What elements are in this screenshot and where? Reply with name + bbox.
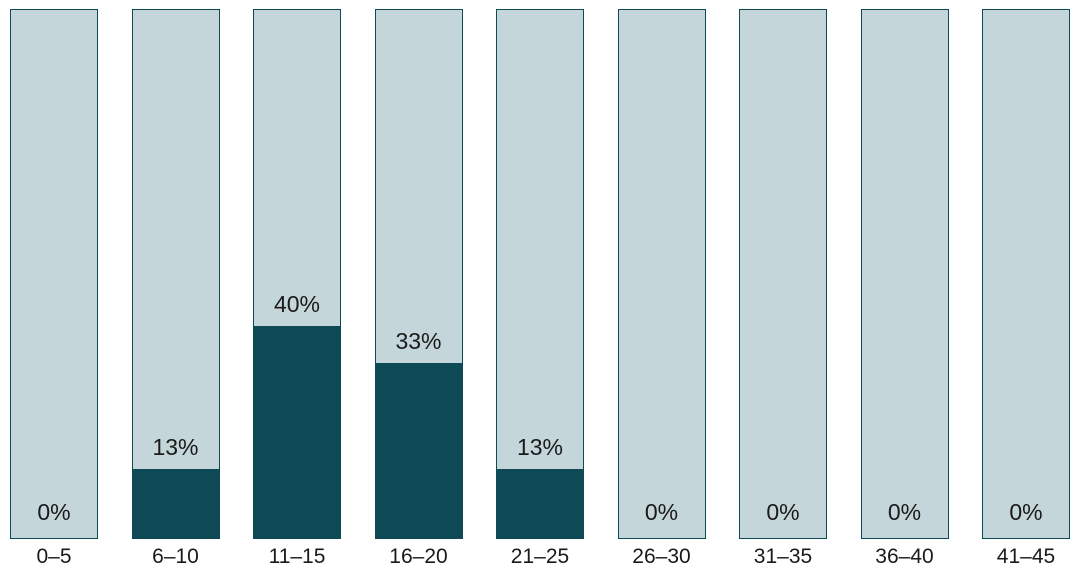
x-axis-label: 41–45: [997, 545, 1055, 569]
bar-column: 0% 41–45: [982, 9, 1070, 569]
x-axis-label: 0–5: [36, 545, 71, 569]
x-axis-label: 36–40: [875, 545, 933, 569]
bar-fill: [254, 326, 340, 538]
bar-value-label: 13%: [497, 434, 583, 461]
bar-fill: [497, 469, 583, 538]
bar-fill: [133, 469, 219, 538]
x-axis-label: 31–35: [754, 545, 812, 569]
bar-value-label: 0%: [619, 499, 705, 526]
bars-container: 0% 0–5 13% 6–10 40% 11–15 33% 16–20 13% 21–25 0% 26…: [0, 2, 1080, 569]
bar-track: 13%: [132, 9, 220, 539]
x-axis-label: 6–10: [152, 545, 199, 569]
bar-track: 0%: [618, 9, 706, 539]
bar-column: 13% 21–25: [496, 9, 584, 569]
bar-fill: [376, 363, 462, 538]
bar-track: 13%: [496, 9, 584, 539]
bar-track: 40%: [253, 9, 341, 539]
bar-column: 0% 0–5: [10, 9, 98, 569]
bar-track: 0%: [861, 9, 949, 539]
bar-column: 0% 31–35: [739, 9, 827, 569]
bar-value-label: 13%: [133, 434, 219, 461]
x-axis-label: 21–25: [511, 545, 569, 569]
bar-value-label: 33%: [376, 328, 462, 355]
bar-value-label: 0%: [862, 499, 948, 526]
bar-column: 33% 16–20: [375, 9, 463, 569]
bar-track: 0%: [982, 9, 1070, 539]
bar-column: 0% 26–30: [618, 9, 706, 569]
bar-value-label: 0%: [740, 499, 826, 526]
x-axis-label: 26–30: [632, 545, 690, 569]
bar-value-label: 0%: [11, 499, 97, 526]
bar-column: 13% 6–10: [132, 9, 220, 569]
bar-column: 40% 11–15: [253, 9, 341, 569]
x-axis-label: 11–15: [269, 545, 326, 569]
bar-track: 0%: [10, 9, 98, 539]
distribution-bar-chart: 0% 0–5 13% 6–10 40% 11–15 33% 16–20 13% 21–25 0% 26…: [0, 0, 1080, 569]
bar-track: 33%: [375, 9, 463, 539]
bar-value-label: 40%: [254, 291, 340, 318]
bar-column: 0% 36–40: [861, 9, 949, 569]
bar-track: 0%: [739, 9, 827, 539]
x-axis-label: 16–20: [389, 545, 447, 569]
bar-value-label: 0%: [983, 499, 1069, 526]
